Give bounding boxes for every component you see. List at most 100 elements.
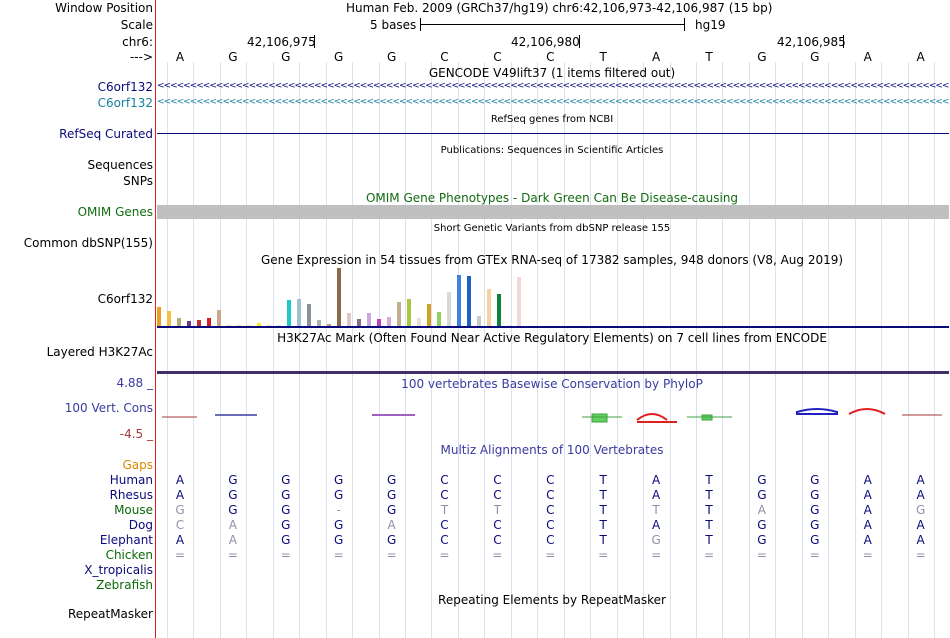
gtex-tissue-bar[interactable] (277, 325, 281, 326)
species-label[interactable]: X_tropicalis (84, 563, 153, 577)
gencode-gene-feature-2[interactable]: <<<<<<<<<<<<<<<<<<<<<<<<<<<<<<<<<<<<<<<<… (157, 98, 949, 107)
phylop-glyph-5 (636, 413, 677, 423)
gtex-tissue-bar[interactable] (447, 292, 451, 326)
reference-base: A (863, 50, 872, 64)
publications-track-title[interactable]: Publications: Sequences in Scientific Ar… (440, 145, 664, 156)
gtex-tissue-bar[interactable] (427, 304, 431, 326)
alignment-base: A (175, 473, 185, 487)
species-label[interactable]: Mouse (114, 503, 153, 517)
gtex-tissue-bar[interactable] (207, 318, 211, 326)
species-label[interactable]: Zebrafish (96, 578, 153, 592)
gtex-tissue-bar[interactable] (487, 289, 491, 326)
gencode-gene-feature-1[interactable]: <<<<<<<<<<<<<<<<<<<<<<<<<<<<<<<<<<<<<<<<… (157, 82, 949, 91)
gtex-tissue-bar[interactable] (227, 325, 231, 326)
gtex-tissue-bar[interactable] (307, 304, 311, 326)
omim-gene-feature[interactable] (157, 205, 949, 219)
species-label[interactable]: Rhesus (109, 488, 153, 502)
gtex-tissue-bar[interactable] (287, 300, 291, 326)
snps-track-label[interactable]: SNPs (123, 174, 153, 188)
gtex-tissue-bar[interactable] (157, 307, 161, 326)
refseq-track-title[interactable]: RefSeq genes from NCBI (490, 114, 614, 125)
alignment-base: A (916, 533, 925, 547)
grid-line (537, 62, 538, 638)
phylop-conservation-plot[interactable] (157, 400, 949, 430)
gtex-tissue-bar[interactable] (357, 319, 361, 326)
grid-line (564, 62, 565, 638)
gtex-track-title[interactable]: Gene Expression in 54 tissues from GTEx … (260, 253, 844, 267)
species-label[interactable]: Human (109, 473, 153, 487)
phylop-track-title[interactable]: 100 vertebrates Basewise Conservation by… (401, 377, 703, 391)
alignment-base: G (810, 518, 820, 532)
gtex-tissue-bar[interactable] (327, 324, 331, 326)
alignment-base: G (651, 533, 661, 547)
species-label[interactable]: Elephant (99, 533, 153, 547)
grid-line (828, 62, 829, 638)
dbsnp-track-label[interactable]: Common dbSNP(155) (23, 236, 153, 250)
gtex-tissue-bar[interactable] (217, 310, 221, 326)
gtex-tissue-bar[interactable] (317, 320, 321, 326)
gtex-tissue-bar[interactable] (167, 311, 171, 326)
gtex-tissue-bar[interactable] (457, 275, 461, 326)
alignment-base: A (651, 518, 661, 532)
gtex-tissue-bar[interactable] (437, 312, 441, 326)
phylop-track-label[interactable]: 100 Vert. Cons (64, 401, 153, 415)
gtex-tissue-bar[interactable] (197, 320, 201, 326)
gaps-track-label[interactable]: Gaps (122, 458, 153, 472)
alignment-base: C (440, 533, 449, 547)
gtex-tissue-bar[interactable] (497, 294, 501, 326)
grid-line (405, 62, 406, 638)
gtex-tissue-bar[interactable] (347, 313, 351, 326)
gencode-gene-label-2[interactable]: C6orf132 (97, 96, 153, 110)
alignment-base: G (810, 533, 820, 547)
gtex-tissue-bar[interactable] (257, 323, 261, 326)
gtex-tissue-bar[interactable] (387, 317, 391, 326)
species-label[interactable]: Dog (128, 518, 153, 532)
gtex-tissue-bar[interactable] (477, 316, 481, 326)
gtex-track-label[interactable]: C6orf132 (97, 292, 153, 306)
refseq-track-label[interactable]: RefSeq Curated (59, 127, 153, 141)
h3k27ac-track-title[interactable]: H3K27Ac Mark (Often Found Near Active Re… (277, 331, 827, 345)
sequences-track-label[interactable]: Sequences (87, 158, 153, 172)
gtex-tissue-bar[interactable] (397, 302, 401, 326)
omim-track-label[interactable]: OMIM Genes (77, 205, 153, 219)
phylop-max-label: 4.88 _ (116, 376, 153, 390)
scale-bar-right-tick (684, 18, 685, 31)
alignment-base: G (281, 533, 291, 547)
gtex-tissue-bar[interactable] (367, 313, 371, 326)
alignment-base: T (599, 503, 607, 517)
alignment-base: T (599, 473, 607, 487)
gtex-tissue-bar[interactable] (187, 321, 191, 326)
alignment-base: A (228, 533, 237, 547)
repeatmasker-track-title[interactable]: Repeating Elements by RepeatMasker (438, 593, 666, 607)
gencode-gene-label-1[interactable]: C6orf132 (97, 80, 153, 94)
dbsnp-track-title[interactable]: Short Genetic Variants from dbSNP releas… (433, 223, 671, 234)
gtex-tissue-bar[interactable] (337, 268, 341, 326)
gtex-tissue-bar[interactable] (267, 325, 271, 326)
gtex-tissue-bar[interactable] (407, 299, 411, 326)
gtex-tissue-bar[interactable] (247, 325, 251, 326)
h3k27ac-signal-line[interactable] (157, 371, 949, 374)
gtex-tissue-bar[interactable] (417, 318, 421, 326)
gtex-tissue-bar[interactable] (237, 325, 241, 326)
alignment-base: C (493, 533, 502, 547)
gtex-tissue-bar[interactable] (507, 325, 511, 326)
grid-line (273, 62, 274, 638)
omim-track-title[interactable]: OMIM Gene Phenotypes - Dark Green Can Be… (365, 191, 739, 205)
gtex-tissue-bar[interactable] (297, 299, 301, 326)
gtex-tissue-bar[interactable] (177, 318, 181, 326)
species-label[interactable]: Chicken (105, 548, 153, 562)
alignment-base: = (651, 548, 662, 562)
gencode-track-title[interactable]: GENCODE V49lift37 (1 items filtered out) (428, 66, 676, 80)
gtex-tissue-bar[interactable] (377, 319, 381, 326)
alignment-base: G (386, 533, 397, 547)
gtex-tissue-bar[interactable] (467, 276, 471, 326)
alignment-base: = (809, 548, 820, 562)
refseq-gene-line[interactable] (157, 133, 949, 134)
repeatmasker-track-label[interactable]: RepeatMasker (67, 607, 153, 621)
h3k27ac-track-label[interactable]: Layered H3K27Ac (46, 345, 153, 359)
multiz-track-title[interactable]: Multiz Alignments of 100 Vertebrates (440, 443, 664, 457)
gtex-tissue-bar[interactable] (517, 277, 521, 326)
alignment-base: G (386, 503, 397, 517)
scale-bar-left-tick (420, 18, 421, 31)
window-position-label: Window Position (55, 1, 153, 15)
